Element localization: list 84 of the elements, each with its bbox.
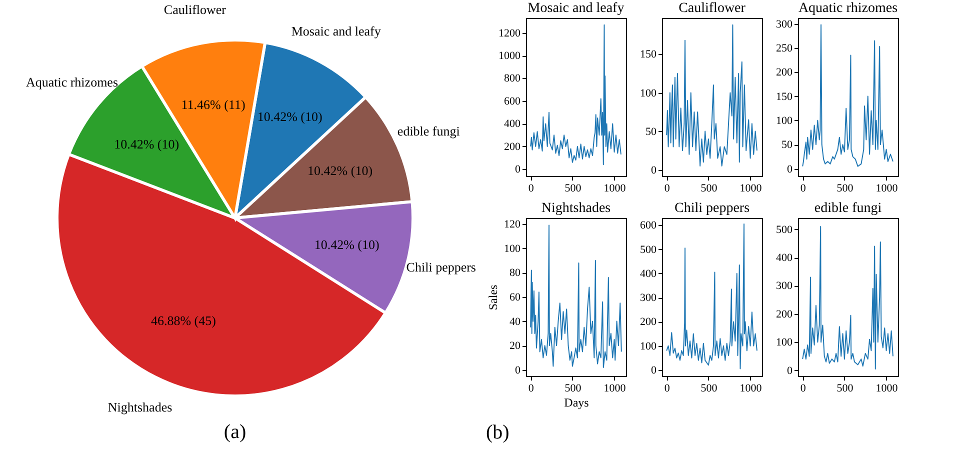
text: (a) (224, 421, 246, 443)
data-label: 11.46% (11) (181, 97, 246, 112)
y-tick-label: 1200 (498, 27, 521, 40)
y-tick-label: 1000 (498, 50, 521, 62)
chart-title: Mosaic and leafy (528, 1, 624, 16)
y-tick-label: 50 (646, 126, 657, 138)
x-tick-label: 500 (564, 382, 582, 394)
slice-label: Chili peppers (406, 259, 476, 274)
data-label: 10.42% (10) (257, 108, 322, 124)
chart-title: Cauliflower (678, 1, 746, 16)
y-tick-label: 0 (651, 364, 657, 376)
y-tick-label: 200 (776, 308, 793, 320)
x-tick-label: 0 (528, 182, 534, 194)
y-tick-label: 200 (504, 140, 521, 153)
y-tick-label: 40 (510, 316, 521, 328)
data-label: 10.42% (10) (114, 136, 180, 152)
y-tick-label: 0 (651, 164, 657, 176)
line-series (802, 24, 894, 167)
chart-title: edible fungi (814, 201, 882, 216)
y-tick-label: 500 (776, 224, 793, 236)
y-tick-label: 100 (640, 340, 657, 352)
y-axis-title: Sales (486, 284, 500, 310)
y-tick-label: 50 (782, 139, 793, 152)
y-tick-label: 120 (504, 218, 521, 231)
x-tick-label: 500 (836, 182, 854, 194)
chart-title: Chili peppers (674, 201, 750, 216)
x-axis-title: Days (564, 396, 590, 410)
slice-label: Nightshades (108, 400, 172, 415)
y-tick-label: 0 (515, 164, 521, 176)
y-tick-label: 0 (515, 364, 521, 376)
y-tick-label: 400 (640, 268, 657, 280)
data-label: 10.42% (10) (308, 163, 373, 178)
x-tick-label: 0 (664, 382, 670, 394)
data-label: 46.88% (45) (150, 312, 216, 328)
chart-title: Aquatic rhizomes (798, 0, 898, 16)
y-tick-label: 150 (776, 90, 793, 103)
y-tick-label: 100 (776, 114, 793, 127)
y-tick-label: 20 (510, 340, 521, 352)
x-tick-label: 0 (528, 382, 534, 394)
y-tick-label: 100 (640, 87, 657, 100)
x-tick-label: 500 (564, 182, 582, 194)
x-tick-label: 500 (836, 382, 854, 394)
slice-label: Mosaic and leafy (291, 24, 382, 39)
x-tick-label: 1000 (604, 182, 626, 194)
y-tick-label: 200 (776, 66, 793, 79)
x-tick-label: 0 (800, 182, 806, 194)
y-tick-label: 500 (640, 244, 657, 256)
y-tick-label: 150 (640, 48, 657, 61)
slice-label: Cauliflower (164, 2, 227, 17)
y-tick-label: 80 (510, 267, 521, 280)
y-tick-label: 300 (776, 280, 793, 292)
x-tick-label: 1000 (740, 382, 762, 394)
line-series (802, 226, 894, 370)
y-tick-label: 200 (640, 316, 657, 328)
y-tick-label: 300 (640, 292, 657, 304)
y-tick-label: 100 (776, 336, 793, 349)
y-tick-label: 600 (640, 220, 657, 232)
line-series (666, 224, 758, 370)
y-tick-label: 400 (504, 118, 521, 130)
y-tick-label: 250 (776, 42, 793, 54)
x-tick-label: 0 (800, 382, 806, 394)
x-tick-label: 1000 (604, 382, 626, 394)
x-tick-label: 0 (664, 182, 670, 194)
data-label: 10.42% (10) (314, 236, 380, 252)
slice-label: edible fungi (397, 124, 460, 139)
y-tick-label: 800 (504, 72, 521, 85)
text: (b) (486, 422, 510, 444)
y-tick-label: 100 (504, 242, 521, 255)
x-tick-label: 500 (700, 182, 718, 194)
x-tick-label: 1000 (876, 382, 898, 394)
y-tick-label: 60 (510, 292, 521, 304)
line-series (666, 24, 758, 166)
x-tick-label: 500 (700, 382, 718, 394)
line-series (530, 224, 622, 368)
y-tick-label: 600 (504, 95, 521, 108)
y-tick-label: 0 (787, 364, 793, 377)
slice-label: Aquatic rhizomes (26, 74, 118, 90)
y-tick-label: 300 (776, 18, 793, 30)
y-tick-label: 400 (776, 252, 793, 264)
x-tick-label: 1000 (876, 182, 898, 194)
x-tick-label: 1000 (740, 182, 762, 194)
line-series (530, 24, 622, 166)
chart-title: Nightshades (541, 201, 611, 216)
y-tick-label: 0 (787, 163, 793, 176)
